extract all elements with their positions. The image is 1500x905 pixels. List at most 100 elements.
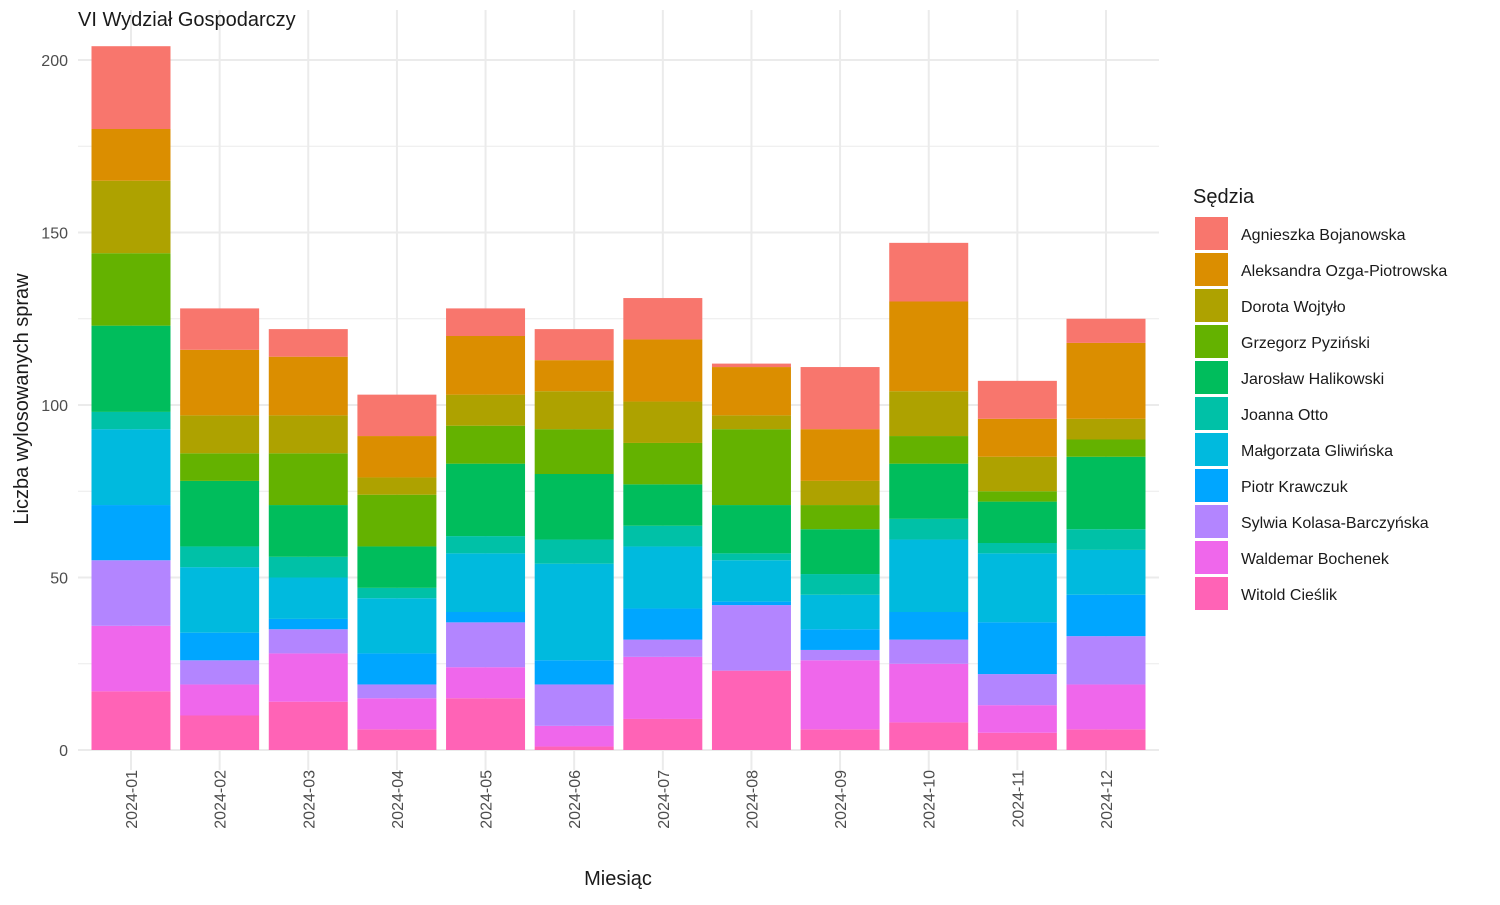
bar-segment — [623, 546, 703, 609]
x-tick-label: 2024-07 — [656, 770, 673, 829]
bar-segment — [534, 329, 614, 361]
bar-segment — [180, 453, 260, 481]
bar-segment — [180, 546, 260, 568]
bar-segment — [889, 539, 969, 612]
bar-segment — [800, 729, 880, 750]
legend-swatch — [1195, 325, 1228, 358]
bar-segment — [268, 653, 348, 702]
bar-segment — [977, 501, 1057, 543]
legend-label: Waldemar Bochenek — [1241, 551, 1390, 568]
bar-segment — [711, 605, 791, 671]
bar-segment — [446, 536, 526, 554]
bar-segment — [800, 649, 880, 661]
bar-segment — [889, 391, 969, 437]
bar-segment — [711, 367, 791, 416]
bar-segment — [91, 325, 171, 412]
legend-label: Sylwia Kolasa-Barczyńska — [1241, 515, 1429, 532]
bar-segment — [889, 242, 969, 302]
legend-swatch — [1195, 217, 1228, 250]
bar-segment — [534, 539, 614, 564]
legend-label: Jarosław Halikowski — [1241, 371, 1384, 388]
bar-segment — [800, 629, 880, 650]
legend-swatch — [1195, 433, 1228, 466]
bar-segment — [623, 484, 703, 526]
bar-segment — [180, 632, 260, 661]
bar-segment — [357, 729, 437, 750]
legend-swatch — [1195, 253, 1228, 286]
bar-segment — [534, 563, 614, 661]
bar-segment — [180, 349, 260, 416]
x-axis-title: Miesiąc — [584, 868, 652, 890]
legend-swatch — [1195, 541, 1228, 574]
bar-segment — [180, 715, 260, 750]
x-tick-label: 2024-08 — [744, 770, 761, 829]
bar-segment — [711, 415, 791, 430]
bar-segment — [711, 363, 791, 368]
bar-segment — [357, 546, 437, 588]
bar-segment — [268, 577, 348, 619]
legend-swatch — [1195, 289, 1228, 322]
bar-segment — [1066, 418, 1146, 440]
legend-label: Małgorzata Gliwińska — [1241, 443, 1393, 460]
bar-segment — [711, 553, 791, 561]
bar-segment — [268, 505, 348, 557]
bar-segment — [977, 674, 1057, 706]
bar-segment — [180, 415, 260, 454]
bar-segment — [91, 129, 171, 181]
bar-segment — [889, 639, 969, 664]
bar-segment — [180, 684, 260, 716]
bar-segment — [623, 608, 703, 640]
bar-segment — [800, 367, 880, 430]
bar-segment — [357, 477, 437, 495]
bar-segment — [623, 442, 703, 485]
bar-segment — [977, 491, 1057, 502]
bar-segment — [1066, 456, 1146, 530]
bar-segment — [889, 436, 969, 464]
x-tick-label: 2024-10 — [922, 770, 939, 829]
bar-segment — [357, 494, 437, 547]
legend-swatch — [1195, 505, 1228, 538]
x-tick-label: 2024-02 — [213, 770, 230, 829]
bar-segment — [534, 474, 614, 540]
bar-segment — [1066, 729, 1146, 750]
bar-segment — [446, 622, 526, 668]
bar-segment — [268, 701, 348, 750]
bar-segment — [180, 480, 260, 547]
y-axis-title: Liczba wylosowanych spraw — [11, 273, 33, 525]
bar-segment — [889, 301, 969, 392]
bar-segment — [534, 725, 614, 747]
bar-segment — [623, 718, 703, 750]
legend-items: Agnieszka Bojanowska Aleksandra Ozga-Piot… — [1195, 217, 1447, 610]
bar-segment — [446, 698, 526, 750]
bar-segment — [977, 553, 1057, 623]
bar-segment — [357, 698, 437, 730]
bar-segment — [91, 625, 171, 692]
bar-segment — [91, 46, 171, 130]
bar-segment — [1066, 594, 1146, 637]
bar-segment — [357, 587, 437, 599]
bar-segment — [268, 356, 348, 416]
x-tick-label: 2024-04 — [390, 770, 407, 829]
bar-segment — [91, 180, 171, 254]
bar-segment — [268, 453, 348, 506]
bar-segment — [357, 684, 437, 699]
bars — [91, 46, 1146, 750]
bar-segment — [534, 391, 614, 430]
bar-segment — [180, 308, 260, 350]
bar-segment — [534, 684, 614, 726]
bar-segment — [711, 670, 791, 750]
bar-segment — [800, 480, 880, 506]
bar-segment — [446, 553, 526, 612]
bar-segment — [977, 456, 1057, 492]
bar-segment — [800, 429, 880, 481]
x-tick-label: 2024-09 — [833, 770, 850, 829]
bar-segment — [800, 529, 880, 575]
legend-label: Witold Cieślik — [1241, 587, 1338, 604]
bar-segment — [623, 639, 703, 657]
bar-segment — [977, 732, 1057, 750]
bar-segment — [91, 691, 171, 750]
bar-segment — [357, 436, 437, 478]
legend-swatch — [1195, 397, 1228, 430]
